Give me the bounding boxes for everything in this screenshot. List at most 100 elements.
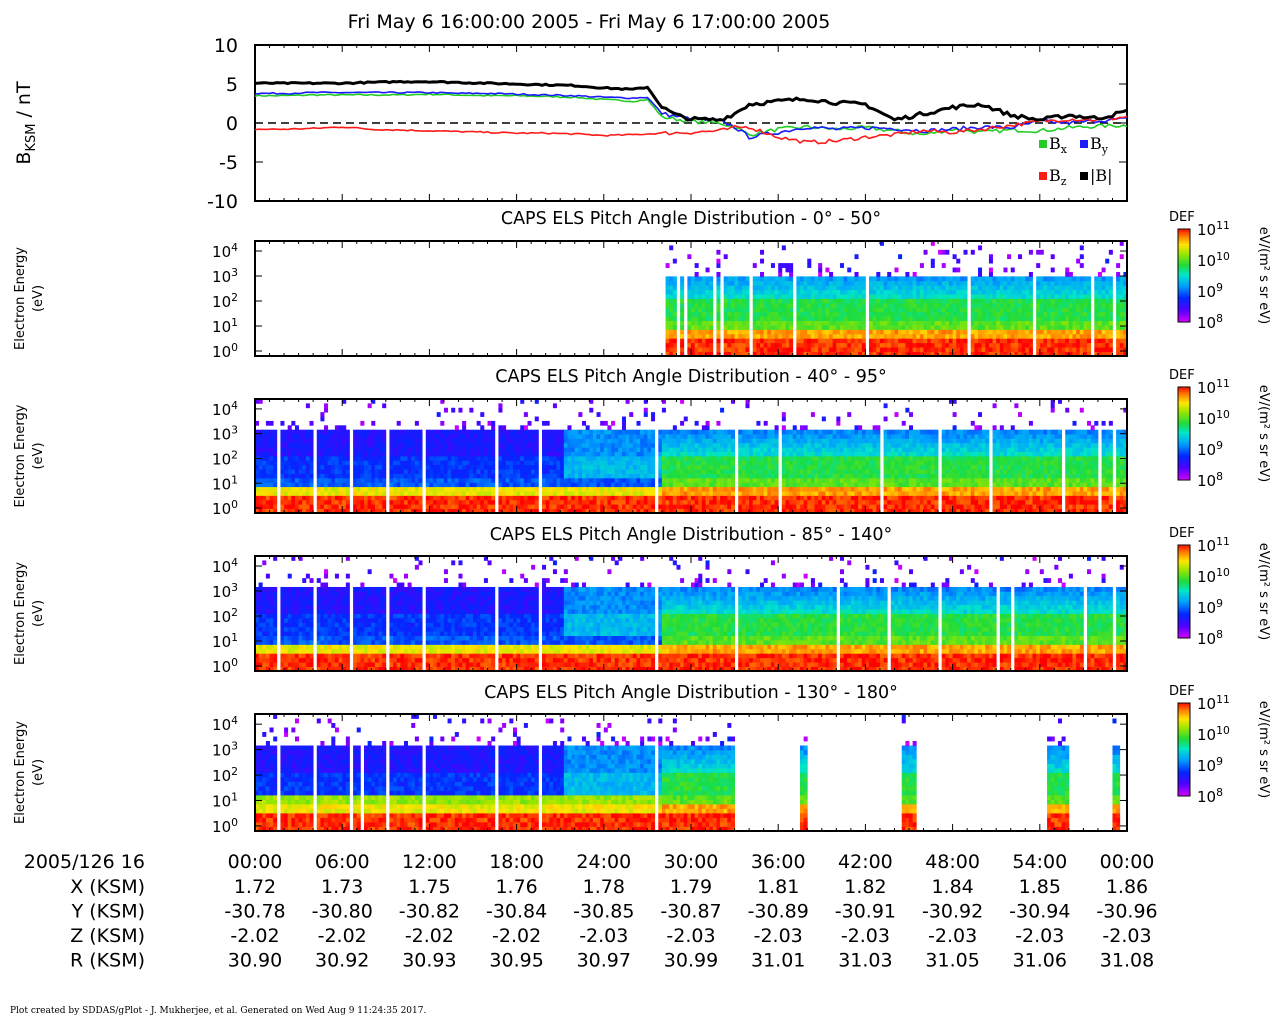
- spectrogram-cell: [1014, 289, 1019, 295]
- spectrogram-cell: [701, 320, 706, 326]
- spectrogram-cell: [342, 425, 347, 431]
- spectrogram-cell: [909, 333, 914, 339]
- spectrogram-cell: [1010, 289, 1015, 295]
- spectrogram-cell: [338, 504, 343, 510]
- spectrogram-cell: [262, 486, 267, 492]
- spectrogram-cell: [469, 447, 474, 453]
- spectrogram-cell: [425, 499, 430, 505]
- spectrogram-cell: [839, 294, 844, 299]
- spectrogram-cell: [836, 325, 841, 330]
- spectrogram-cell: [545, 464, 550, 470]
- spectrogram-cell: [1101, 329, 1106, 335]
- spectrogram-cell: [974, 333, 979, 339]
- spectrogram-cell: [651, 456, 656, 461]
- spectrogram-cell: [1021, 329, 1026, 335]
- spectrogram-cell: [582, 495, 587, 501]
- spectrogram-cell: [411, 508, 416, 514]
- spectrogram-cell: [1108, 302, 1113, 308]
- spectrogram-cell: [440, 499, 445, 505]
- colorbar-segment: [1178, 275, 1190, 279]
- spectrogram-cell: [716, 456, 721, 461]
- spectrogram-cell: [585, 460, 590, 466]
- spectrogram-cell: [1097, 298, 1102, 304]
- spectrogram-cell: [694, 280, 699, 286]
- spectrogram-cell: [803, 298, 808, 304]
- spectrogram-cell: [916, 316, 921, 322]
- spectrogram-cell: [273, 434, 278, 439]
- spectrogram-cell: [255, 477, 260, 483]
- spectrogram-cell: [451, 491, 456, 496]
- spectrogram-cell: [952, 267, 957, 273]
- spectrogram-cell: [1014, 294, 1019, 299]
- spectrogram-cell: [705, 302, 710, 308]
- spectrogram-cell: [730, 351, 735, 357]
- spectrogram-cell: [872, 280, 877, 286]
- spectrogram-cell: [600, 460, 605, 466]
- spectrogram-cell: [709, 294, 714, 299]
- spectrogram-cell: [883, 276, 888, 282]
- spectrogram-cell: [745, 285, 750, 291]
- spectrogram-cell: [585, 456, 590, 461]
- spectrogram-cell: [1010, 316, 1015, 322]
- spectrogram-cell: [919, 316, 924, 322]
- spectrogram-cell: [621, 473, 626, 479]
- spectrogram-cell: [469, 495, 474, 501]
- spectrogram-cell: [763, 351, 768, 357]
- spectrogram-cell: [691, 451, 696, 457]
- spectrogram-cell: [309, 499, 314, 505]
- spectrogram-cell: [738, 477, 743, 483]
- spectrogram-cell: [1119, 285, 1124, 291]
- spectrogram-cell: [447, 429, 452, 435]
- spectrogram-cell: [265, 473, 270, 479]
- spectrogram-cell: [1018, 333, 1023, 339]
- spectrogram-cell: [418, 438, 423, 444]
- spectrogram-cell: [287, 438, 292, 444]
- spectrogram-cell: [1101, 294, 1106, 299]
- spectrogram-cell: [956, 347, 961, 352]
- spectrogram-cell: [1116, 307, 1121, 313]
- spectrogram-cell: [665, 508, 670, 514]
- spectrogram-cell: [523, 499, 528, 505]
- spectrogram-cell: [636, 495, 641, 501]
- spectrogram-cell: [353, 491, 358, 496]
- spectrogram-cell: [1036, 342, 1041, 348]
- spectrogram-cell: [1057, 307, 1062, 313]
- spectrogram-cell: [905, 307, 910, 313]
- spectrogram-cell: [338, 442, 343, 448]
- spectrogram-cell: [850, 347, 855, 352]
- spectrogram-cell: [367, 495, 372, 501]
- spectrogram-cell: [374, 447, 379, 453]
- spectrogram-cell: [985, 316, 990, 322]
- spectrogram-cell: [498, 464, 503, 470]
- spectrogram-cell: [701, 442, 706, 448]
- spectrogram-cell: [596, 429, 601, 435]
- spectrogram-cell: [1039, 294, 1044, 299]
- spectrogram-cell: [516, 451, 521, 457]
- spectrogram-cell: [621, 495, 626, 501]
- spectrogram-cell: [956, 333, 961, 339]
- spectrogram-cell: [632, 469, 637, 474]
- spectrogram-cell: [393, 451, 398, 457]
- spectrogram-cell: [1014, 311, 1019, 317]
- spectrogram-cell: [480, 508, 485, 514]
- spectrogram-cell: [767, 294, 772, 299]
- spectrogram-cell: [930, 280, 935, 286]
- spectrogram-cell: [691, 351, 696, 357]
- spectrogram-cell: [832, 302, 837, 308]
- spectrogram-cell: [723, 333, 728, 339]
- spectrogram-cell: [1108, 347, 1113, 352]
- spectrogram-cell: [651, 464, 656, 470]
- spectrogram-cell: [992, 320, 997, 326]
- spectrogram-cell: [723, 298, 728, 304]
- spectrogram-cell: [403, 451, 408, 457]
- spectrogram-cell: [1007, 298, 1012, 304]
- spectrogram-cell: [1010, 267, 1015, 273]
- spectrogram-cell: [302, 499, 307, 505]
- spectrogram-cell: [1061, 320, 1066, 326]
- spectrogram-cell: [785, 316, 790, 322]
- spectrogram-cell: [458, 442, 463, 448]
- spectrogram-cell: [556, 429, 561, 435]
- spectrogram-cell: [683, 434, 688, 439]
- spectrogram-cell: [872, 325, 877, 330]
- spectrogram-cell: [869, 285, 874, 291]
